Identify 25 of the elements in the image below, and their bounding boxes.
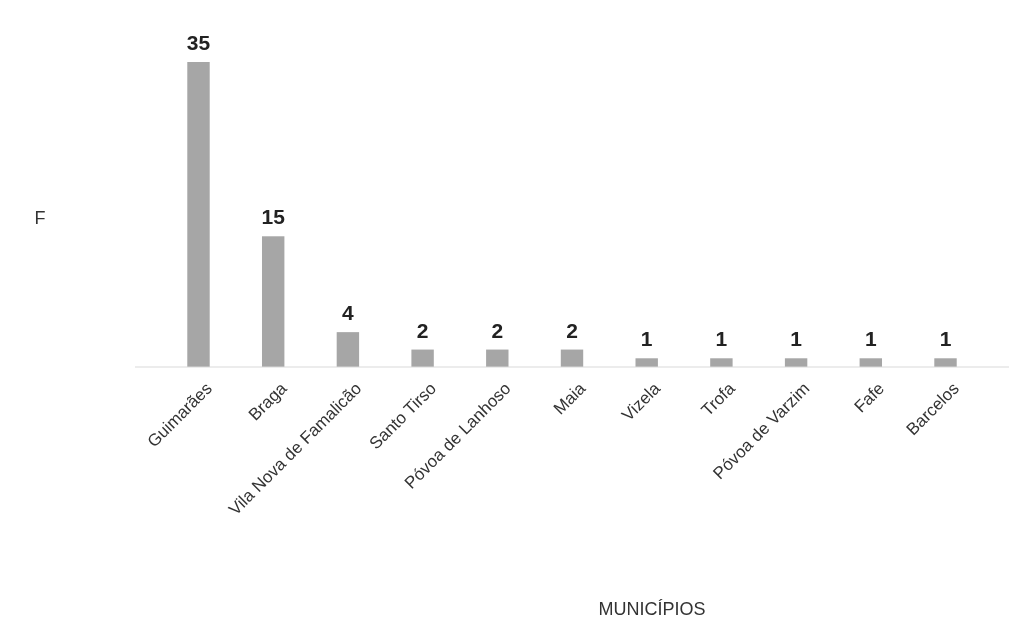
data-label: 1 [715,327,728,351]
bar [336,332,360,367]
bar [635,358,658,367]
bar [411,349,434,367]
x-axis-title: MUNICÍPIOS [598,599,706,619]
bar [187,62,210,367]
bar [261,236,285,367]
data-label: 2 [566,318,578,342]
data-label: 1 [790,327,803,351]
bar [560,349,584,367]
y-axis-title: F [34,208,46,228]
bar [859,358,883,367]
data-label: 1 [640,327,653,351]
data-label: 15 [261,205,286,229]
data-label: 1 [939,327,952,351]
data-label: 2 [491,318,504,342]
data-label: 1 [864,327,877,351]
data-label: 4 [342,301,355,325]
data-label: 35 [186,31,211,54]
data-label: 2 [416,318,429,342]
bar [934,358,957,367]
bar [710,358,733,367]
bar [486,349,509,367]
bar [784,358,808,367]
x-tick-label: Fafe [850,378,889,417]
